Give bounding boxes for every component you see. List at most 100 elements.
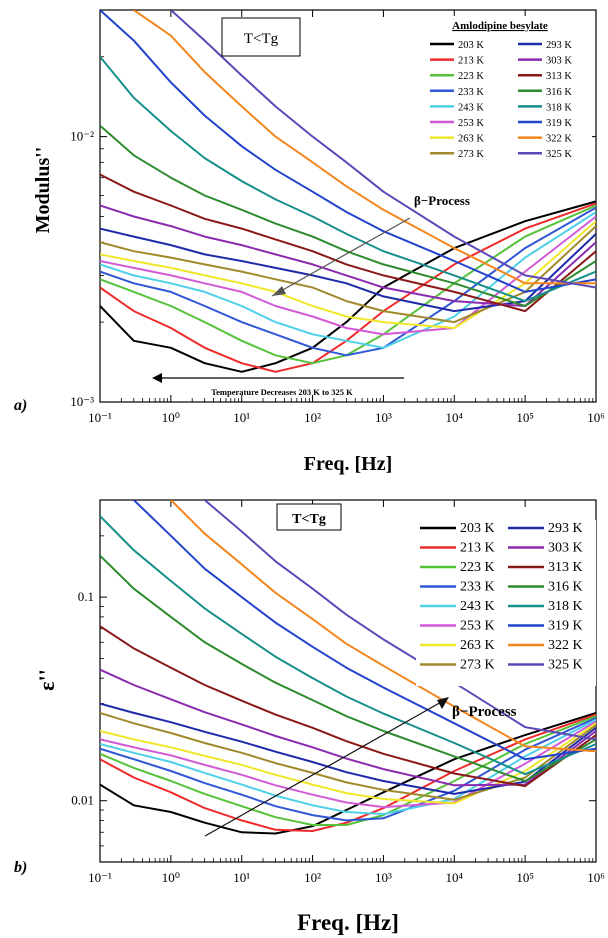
series-line-322k [133, 10, 596, 285]
panel-a-legend-title: Amlodipine besylate [452, 20, 548, 32]
series-line-293k [100, 702, 596, 795]
legend-label: 316 K [548, 580, 583, 595]
x-tick-label: 10³ [375, 410, 392, 425]
panel-b-y-axis-label: ε'' [34, 669, 59, 691]
panel-a-ticks: 10⁻¹ 10⁰ 10¹ 10² 10³ 10⁴ 10⁵ 10⁶ 10⁻³ 10⁻² [70, 10, 605, 425]
x-tick-label: 10² [304, 410, 321, 425]
legend-label: 318 K [548, 599, 583, 614]
panel-b-series [100, 500, 596, 835]
y-tick-label: 10⁻³ [70, 394, 94, 409]
legend-label: 316 K [546, 87, 572, 98]
panel-b: 10⁻¹ 10⁰ 10¹ 10² 10³ 10⁴ 10⁵ 10⁶ 0.01 0.1 T<Tg 20… [14, 499, 605, 935]
panel-a-beta-process-label: β−Process [414, 193, 470, 208]
panel-a-condition-frame [221, 17, 301, 57]
series-line-263k [100, 220, 596, 329]
panel-a-series [100, 10, 596, 373]
legend-label: 203 K [460, 521, 495, 536]
x-tick-label: 10⁰ [162, 410, 180, 425]
legend-label: 325 K [546, 149, 572, 160]
series-line-319k [100, 10, 596, 293]
x-tick-label: 10⁴ [446, 410, 464, 425]
panel-b-x-axis-label: Freq. [Hz] [297, 910, 399, 935]
legend-label: 303 K [548, 541, 583, 556]
x-tick-label: 10⁰ [162, 870, 180, 885]
legend-label: 243 K [460, 599, 495, 614]
series-line-316k [100, 124, 596, 307]
legend-label: 313 K [548, 560, 583, 575]
x-tick-label: 10¹ [233, 410, 250, 425]
series-line-313k [100, 625, 596, 788]
x-tick-label: 10⁻¹ [88, 410, 112, 425]
series-line-293k [100, 227, 596, 313]
legend-label: 293 K [548, 521, 583, 536]
series-line-253k [100, 215, 596, 336]
series-line-273k [100, 711, 596, 801]
panel-a-legend-bg [418, 16, 592, 176]
panel-b-condition-frame [276, 503, 342, 531]
series-line-263k [100, 722, 596, 805]
x-tick-label: 10⁵ [516, 870, 534, 885]
panel-b-condition-box: T<Tg [276, 503, 342, 531]
panel-b-tag: b) [14, 859, 27, 876]
panel-a-beta-arrow [271, 217, 411, 297]
legend-label: 213 K [460, 541, 495, 556]
legend-label: 273 K [460, 658, 495, 673]
panel-a-temperature-note: Temperature Decreases 203 K to 325 K [211, 387, 353, 397]
legend-label: 313 K [546, 71, 572, 82]
legend-label: 213 K [458, 56, 484, 67]
legend-label: 322 K [546, 134, 572, 145]
panel-a-beta-arrowhead [272, 286, 286, 296]
series-line-318k [100, 56, 596, 303]
x-tick-label: 10⁴ [446, 870, 464, 885]
panel-b-condition-label: T<Tg [292, 512, 326, 527]
legend-label: 233 K [458, 87, 484, 98]
x-tick-label: 10¹ [233, 870, 250, 885]
series-line-318k [100, 515, 596, 776]
panel-a-temperature-arrowhead [152, 373, 162, 383]
series-line-325k [170, 10, 596, 289]
legend-label: 263 K [458, 134, 484, 145]
x-tick-label: 10⁵ [516, 410, 534, 425]
series-line-316k [100, 554, 596, 782]
series-line-322k [170, 500, 596, 753]
panel-b-legend: 203 K 213 K 223 K 233 K 243 K 253 K 263 K 273 K… [416, 520, 596, 686]
series-line-303k [100, 204, 596, 307]
series-line-213k [100, 713, 596, 832]
panel-b-beta-arrow [204, 697, 449, 837]
series-line-319k [133, 500, 596, 761]
series-line-303k [100, 668, 596, 787]
series-line-223k [100, 204, 596, 365]
legend-label: 319 K [548, 619, 583, 634]
x-tick-label: 10³ [375, 870, 392, 885]
series-line-213k [100, 202, 596, 373]
panel-b-ticks: 10⁻¹ 10⁰ 10¹ 10² 10³ 10⁴ 10⁵ 10⁶ 0.01 0.1 [71, 500, 605, 885]
legend-label: 273 K [458, 149, 484, 160]
series-line-233k [100, 206, 596, 357]
legend-label: 325 K [548, 658, 583, 673]
legend-label: 319 K [546, 118, 572, 129]
legend-label: 233 K [460, 580, 495, 595]
legend-label: 223 K [460, 560, 495, 575]
legend-label: 223 K [458, 71, 484, 82]
panel-a-beta-arrow-line [271, 217, 411, 297]
legend-label: 263 K [460, 638, 495, 653]
legend-label: 322 K [548, 638, 583, 653]
x-tick-label: 10⁶ [587, 870, 605, 885]
panel-a-tag: a) [14, 397, 27, 414]
y-tick-label: 0.1 [78, 589, 94, 604]
panel-b-beta-arrow-line [204, 700, 444, 837]
x-tick-label: 10⁻¹ [88, 870, 112, 885]
panel-a-legend: Amlodipine besylate 203 K 213 K 223 K 233 K… [418, 16, 592, 176]
x-tick-label: 10⁶ [587, 410, 605, 425]
series-line-313k [100, 173, 596, 313]
legend-label: 253 K [460, 619, 495, 634]
legend-label: 243 K [458, 102, 484, 113]
legend-label: 303 K [546, 56, 572, 67]
series-line-325k [204, 500, 596, 741]
legend-label: 203 K [458, 40, 484, 51]
panel-b-beta-process-label: β−Process [452, 704, 517, 720]
panel-a-condition-label: T<Tg [244, 31, 279, 47]
y-tick-label: 0.01 [71, 793, 94, 808]
x-tick-label: 10² [304, 870, 321, 885]
